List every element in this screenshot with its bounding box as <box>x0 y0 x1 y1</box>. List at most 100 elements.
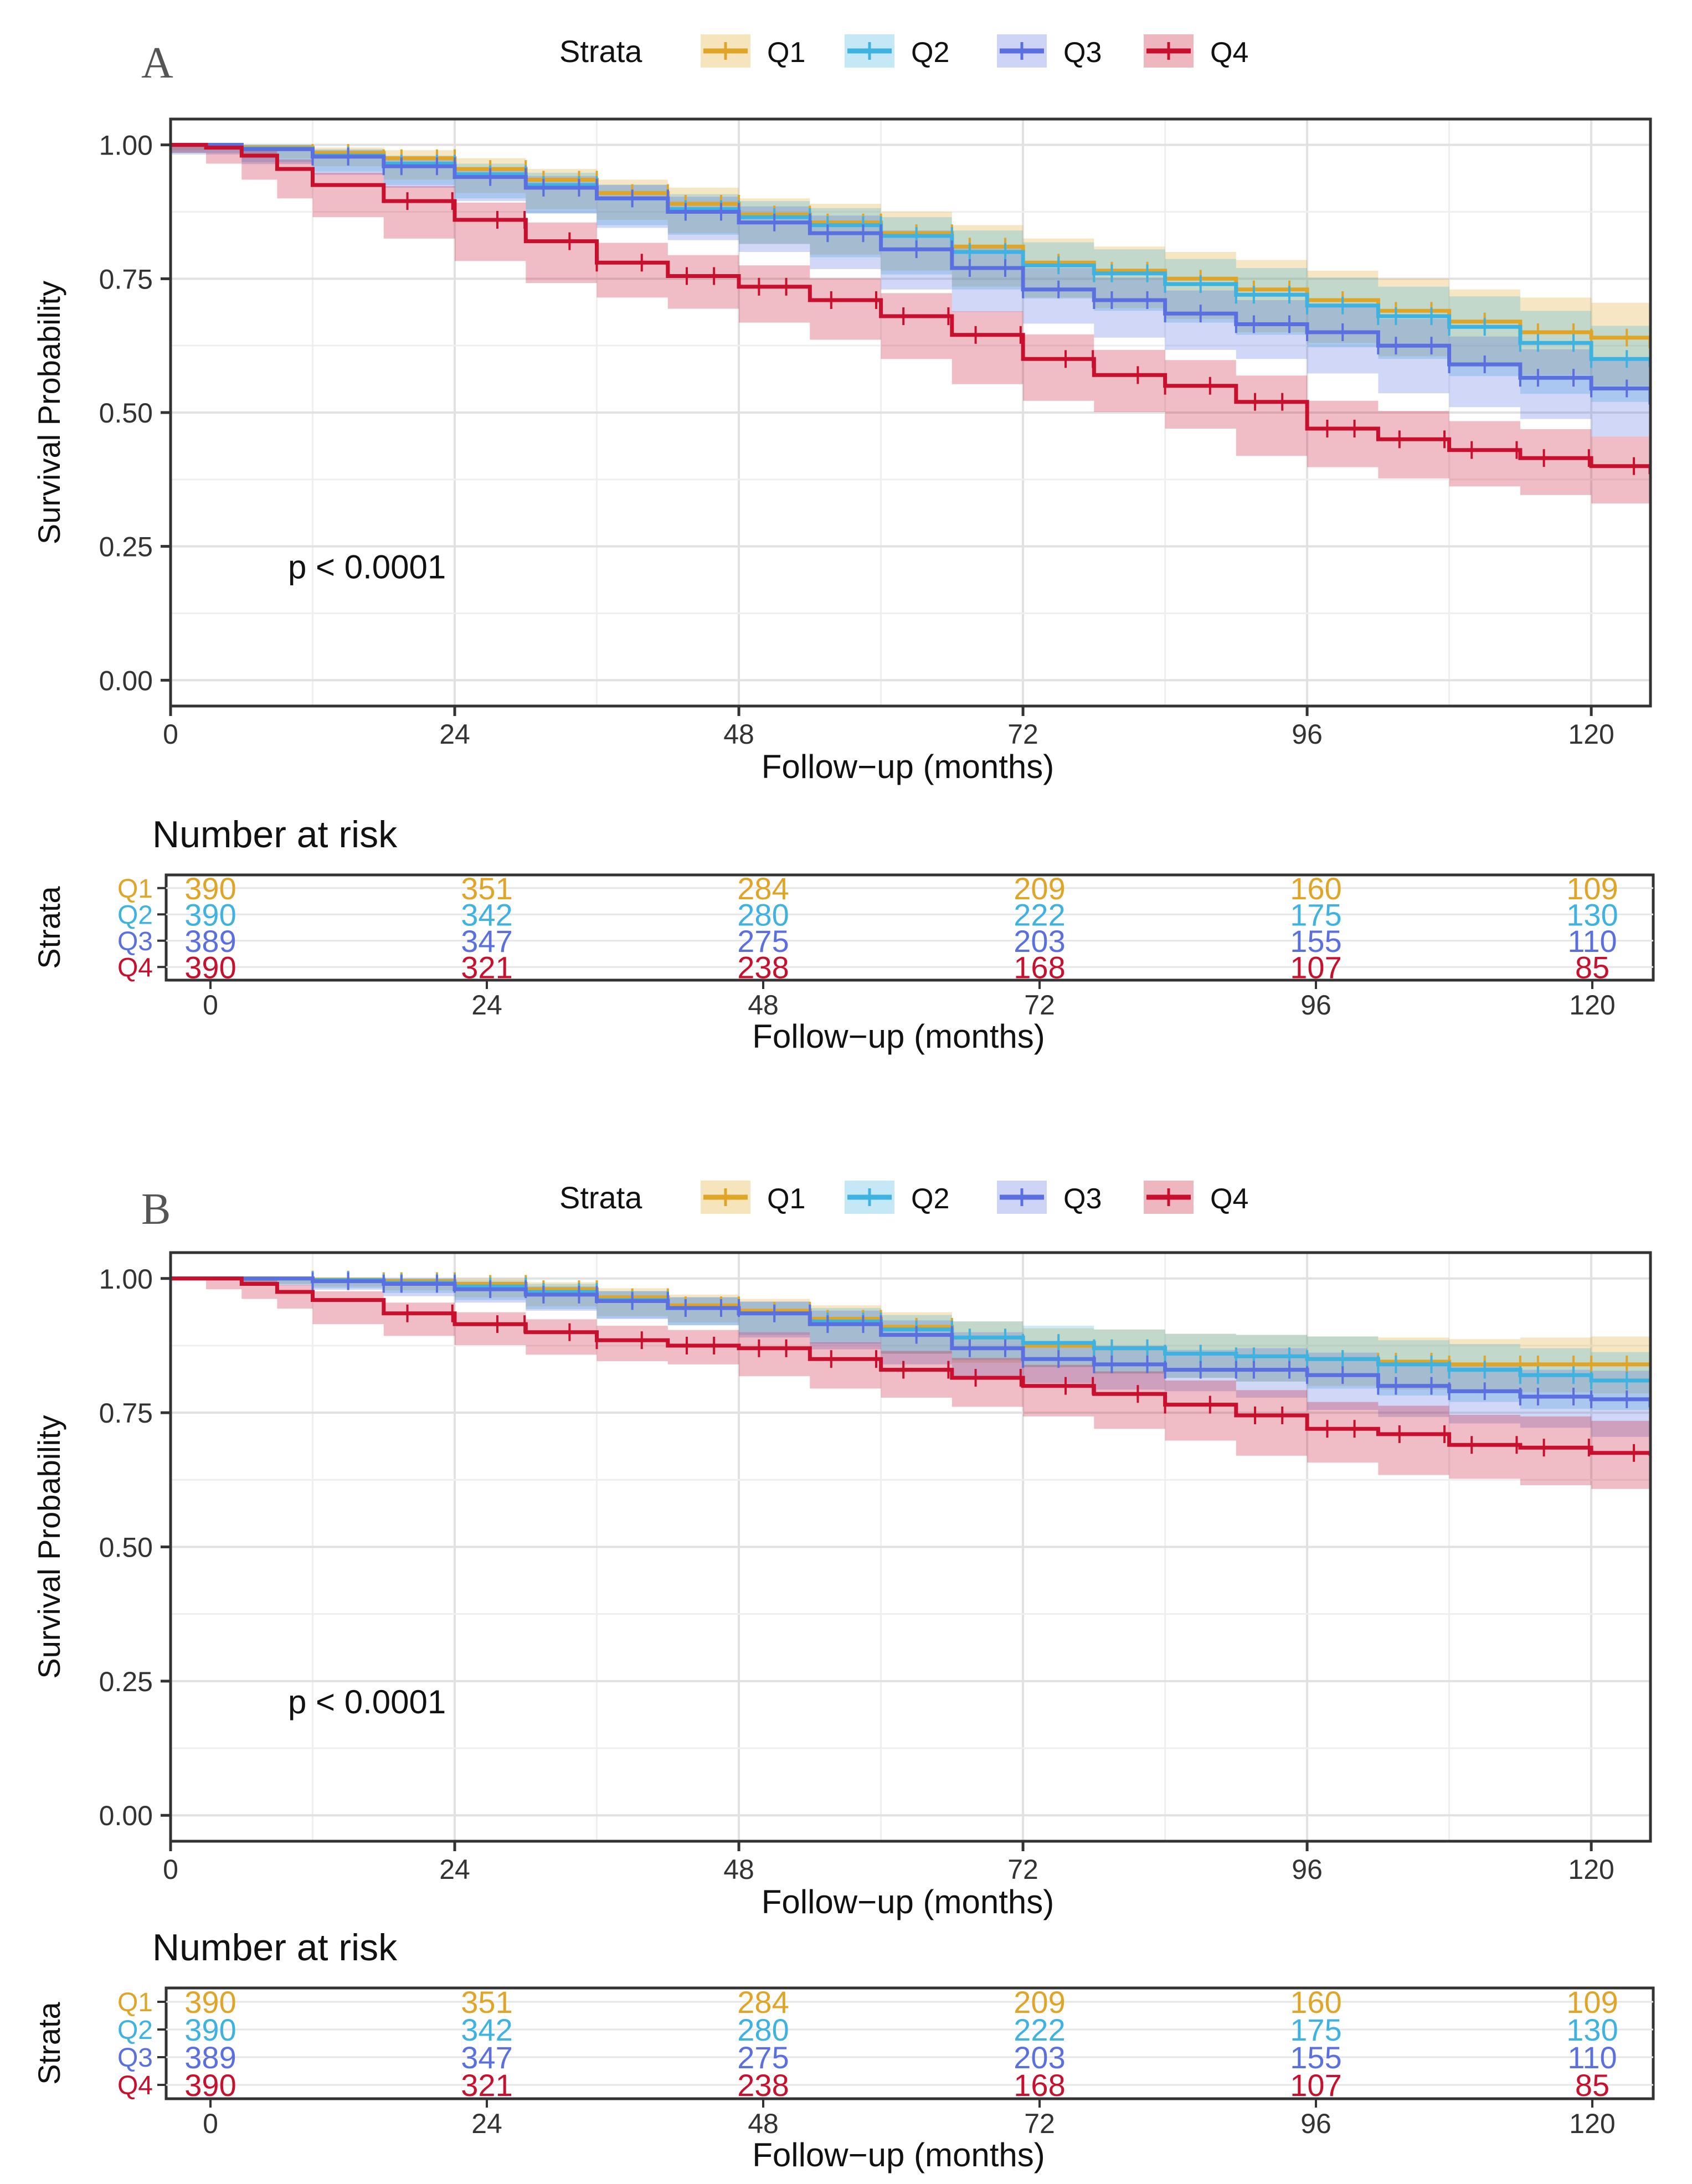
risk-x-tick-label: 72 <box>1024 990 1055 1021</box>
risk-count-q3: 155 <box>1290 2040 1341 2075</box>
y-tick-label: 0.25 <box>99 1666 153 1697</box>
risk-row-label-q4: Q4 <box>117 2071 153 2100</box>
y-tick-label: 0.50 <box>99 1532 153 1563</box>
panel-a: A Strata Q1 Q2 Q3 Q40.000.250.500.751.00Survi… <box>32 34 1655 1055</box>
risk-row-label-q2: Q2 <box>117 2016 153 2045</box>
risk-count-q1: 284 <box>737 1985 789 2020</box>
x-axis-title: Follow−up (months) <box>762 748 1055 785</box>
risk-count-q1: 351 <box>461 871 512 906</box>
risk-row-label-q2: Q2 <box>117 900 153 930</box>
risk-x-tick-label: 96 <box>1300 990 1331 1021</box>
y-tick-label: 1.00 <box>99 130 153 161</box>
risk-count-q2: 280 <box>737 2012 789 2047</box>
x-axis: 0 24 48 72 96 120 Follow−up (months) <box>163 706 1614 785</box>
y-tick-label: 1.00 <box>99 1264 153 1295</box>
y-tick-label: 0.75 <box>99 264 153 295</box>
y-axis-title: Survival Probability <box>32 1415 66 1678</box>
x-tick-label: 24 <box>439 1854 470 1885</box>
risk-row-label-q3: Q3 <box>117 927 153 956</box>
legend-label-q3: Q3 <box>1063 1183 1102 1215</box>
risk-table-ylabel: Strata <box>32 2001 66 2084</box>
risk-table-ylabel: Strata <box>32 885 66 969</box>
risk-count-q3: 203 <box>1014 924 1065 959</box>
legend-label-q2: Q2 <box>911 37 949 69</box>
risk-row-label-q3: Q3 <box>117 2043 153 2073</box>
risk-count-q4: 168 <box>1014 950 1065 985</box>
x-tick-label: 120 <box>1568 719 1614 750</box>
x-tick-label: 120 <box>1568 1854 1614 1885</box>
x-tick-label: 0 <box>163 1854 178 1885</box>
risk-x-tick-label: 0 <box>203 990 218 1021</box>
x-axis-title: Follow−up (months) <box>762 1883 1055 1920</box>
risk-count-q3: 275 <box>737 924 789 959</box>
risk-count-q2: 342 <box>461 897 512 932</box>
risk-x-tick-label: 0 <box>203 2108 218 2139</box>
risk-count-q4: 321 <box>461 950 512 985</box>
curves <box>171 1270 1650 1489</box>
risk-row-label-q1: Q1 <box>117 874 153 904</box>
risk-table-title: Number at risk <box>152 813 398 856</box>
risk-table-border <box>164 873 1655 982</box>
risk-count-q1: 390 <box>184 1985 236 2020</box>
x-tick-label: 48 <box>723 719 754 750</box>
legend-title: Strata <box>559 34 642 69</box>
risk-count-q4: 390 <box>184 950 236 985</box>
risk-count-q4: 85 <box>1575 2068 1609 2103</box>
y-tick-label: 0.25 <box>99 532 153 563</box>
risk-count-q1: 390 <box>184 871 236 906</box>
y-axis: 0.00 0.25 0.50 0.75 1.00 Survival Probability <box>32 130 171 696</box>
y-axis: 0.00 0.25 0.50 0.75 1.00 Survival Probability <box>32 1264 171 1831</box>
risk-count-q1: 209 <box>1014 871 1065 906</box>
risk-count-q3: 347 <box>461 924 512 959</box>
risk-count-q3: 389 <box>184 2040 236 2075</box>
risk-x-tick-label: 120 <box>1569 990 1615 1021</box>
risk-count-q2: 222 <box>1014 2012 1065 2047</box>
x-tick-label: 48 <box>723 1854 754 1885</box>
risk-count-q2: 130 <box>1566 897 1618 932</box>
risk-x-tick-label: 24 <box>471 990 502 1021</box>
risk-count-q2: 222 <box>1014 897 1065 932</box>
risk-count-q1: 109 <box>1566 871 1618 906</box>
risk-count-q1: 284 <box>737 871 789 906</box>
legend-label-q1: Q1 <box>767 37 805 69</box>
y-axis-title: Survival Probability <box>32 281 66 544</box>
risk-count-q3: 275 <box>737 2040 789 2075</box>
risk-count-q2: 280 <box>737 897 789 932</box>
risk-count-q4: 238 <box>737 2068 789 2103</box>
risk-count-q3: 347 <box>461 2040 512 2075</box>
risk-count-q4: 168 <box>1014 2068 1065 2103</box>
ci-band-q2 <box>171 145 1650 402</box>
risk-count-q1: 351 <box>461 1985 512 2020</box>
risk-count-q2: 175 <box>1290 2012 1341 2047</box>
risk-table-border <box>164 1986 1655 2100</box>
risk-x-tick-label: 96 <box>1300 2108 1331 2139</box>
ci-band-q3 <box>171 145 1650 437</box>
risk-x-tick-label: 120 <box>1569 2108 1615 2139</box>
panel-letter: A <box>141 39 173 87</box>
legend: Strata Q1 Q2 Q3 Q4 <box>559 1180 1248 1215</box>
risk-count-q2: 390 <box>184 897 236 932</box>
p-value: p < 0.0001 <box>288 1683 446 1721</box>
risk-x-tick-label: 48 <box>748 2108 779 2139</box>
survival-line-q4 <box>171 143 1650 475</box>
risk-count-q3: 110 <box>1567 924 1617 959</box>
ci-band-q4 <box>171 145 1650 504</box>
x-tick-label: 72 <box>1007 1854 1038 1885</box>
risk-table-xlabel: Follow−up (months) <box>752 2136 1045 2173</box>
risk-x-tick-label: 48 <box>748 990 779 1021</box>
x-tick-label: 72 <box>1007 719 1038 750</box>
legend-title: Strata <box>559 1180 642 1215</box>
legend-label-q4: Q4 <box>1210 1183 1248 1215</box>
y-tick-label: 0.00 <box>99 665 153 696</box>
gridlines <box>169 119 1650 706</box>
p-value: p < 0.0001 <box>288 549 446 586</box>
risk-x-tick-label: 24 <box>471 2108 502 2139</box>
y-tick-label: 0.75 <box>99 1398 153 1429</box>
panel-b: B Strata Q1 Q2 Q3 Q40.000.250.500.751.00Survi… <box>32 1180 1655 2173</box>
ci-band-q3 <box>171 1278 1650 1437</box>
x-tick-label: 96 <box>1292 719 1323 750</box>
curves <box>171 143 1650 504</box>
